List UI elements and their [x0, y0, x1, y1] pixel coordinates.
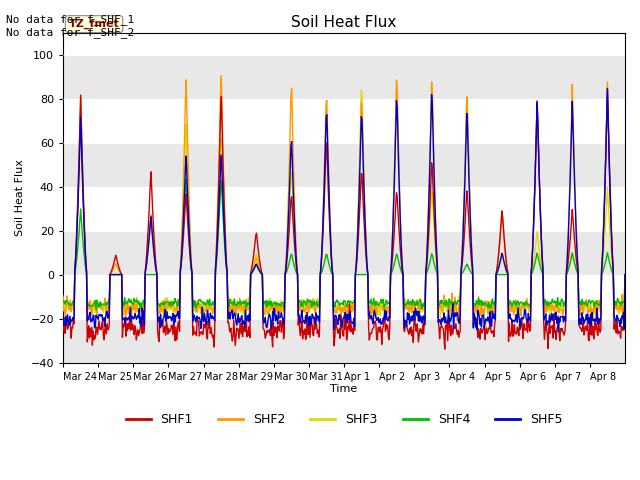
SHF4 [60, 298, 67, 304]
Line: SHF2: SHF2 [63, 76, 625, 321]
SHF3 [357, 87, 365, 93]
Text: TZ_fmet: TZ_fmet [68, 19, 120, 29]
Line: SHF5: SHF5 [63, 89, 625, 332]
SHF1 [441, 346, 449, 352]
Line: SHF4: SHF4 [63, 180, 625, 310]
Line: SHF1: SHF1 [63, 89, 625, 349]
SHF4 [435, 302, 443, 308]
SHF1 [256, 262, 264, 267]
SHF4 [92, 307, 100, 313]
Text: No data for f_SHF_1
No data for f_SHF_2: No data for f_SHF_1 No data for f_SHF_2 [6, 14, 134, 38]
SHF1 [228, 338, 236, 344]
SHF3 [435, 305, 443, 311]
SHF3 [404, 299, 412, 304]
SHF2 [278, 302, 286, 308]
SHF2 [453, 318, 461, 324]
SHF2 [403, 303, 410, 309]
SHF3 [241, 318, 248, 324]
SHF2 [218, 73, 225, 79]
SHF1 [604, 86, 611, 92]
Line: SHF3: SHF3 [63, 90, 625, 321]
SHF5 [125, 316, 133, 322]
SHF1 [402, 323, 410, 329]
SHF5 [256, 269, 264, 275]
Title: Soil Heat Flux: Soil Heat Flux [291, 15, 397, 30]
SHF1 [60, 328, 67, 334]
Legend: SHF1, SHF2, SHF3, SHF4, SHF5: SHF1, SHF2, SHF3, SHF4, SHF5 [120, 408, 568, 432]
SHF2 [60, 293, 67, 299]
SHF2 [229, 299, 237, 304]
Bar [63, 230, 625, 275]
SHF1 [434, 267, 442, 273]
Bar [63, 143, 625, 187]
SHF4 [621, 272, 629, 277]
SHF2 [125, 303, 133, 309]
SHF3 [278, 304, 286, 310]
SHF2 [621, 272, 629, 277]
Bar [63, 55, 625, 98]
SHF3 [228, 313, 236, 319]
SHF1 [621, 272, 629, 277]
SHF5 [434, 264, 442, 270]
Bar [63, 319, 625, 362]
SHF5 [554, 329, 562, 335]
X-axis label: Time: Time [330, 384, 358, 395]
SHF5 [604, 86, 611, 92]
SHF3 [621, 272, 629, 277]
SHF1 [125, 325, 133, 331]
SHF5 [278, 310, 285, 316]
SHF4 [279, 300, 287, 305]
SHF5 [228, 307, 236, 313]
SHF5 [621, 272, 629, 277]
SHF1 [278, 329, 285, 335]
SHF2 [435, 294, 442, 300]
SHF4 [258, 271, 266, 277]
SHF4 [404, 301, 412, 307]
SHF2 [257, 269, 265, 275]
SHF5 [402, 320, 410, 325]
SHF4 [126, 300, 134, 305]
Y-axis label: Soil Heat Flux: Soil Heat Flux [15, 159, 25, 236]
SHF5 [60, 316, 67, 322]
SHF4 [230, 302, 237, 308]
SHF3 [257, 269, 265, 275]
SHF3 [125, 311, 133, 317]
SHF4 [182, 177, 190, 182]
SHF3 [60, 304, 67, 310]
